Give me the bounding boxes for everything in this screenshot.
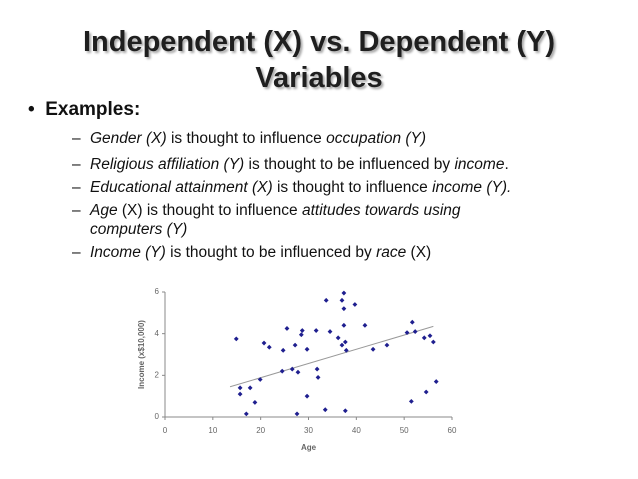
dash: – — [72, 156, 81, 173]
point — [342, 408, 348, 414]
text-segment: Religious affiliation (Y) — [90, 156, 245, 173]
point — [266, 344, 272, 350]
text-segment: is thought to be influenced by — [244, 156, 455, 173]
text-segment: income (Y). — [432, 179, 512, 196]
point — [313, 328, 319, 333]
point — [339, 297, 345, 303]
point — [304, 346, 310, 352]
point — [298, 332, 304, 338]
point — [412, 329, 418, 334]
dash: – — [72, 202, 81, 219]
trendline — [229, 325, 434, 388]
point — [247, 385, 253, 391]
point — [314, 366, 320, 372]
point — [284, 326, 290, 331]
point — [341, 306, 347, 312]
point — [384, 342, 390, 348]
x-tick-label: 30 — [304, 426, 313, 435]
y-tick-label: 6 — [155, 287, 160, 296]
sub-bullet-text: Gender (X) is thought to influence occup… — [90, 129, 535, 148]
dash: – — [72, 244, 81, 261]
point — [243, 411, 249, 417]
point — [322, 407, 328, 413]
point — [404, 330, 410, 336]
point — [427, 333, 433, 339]
text-segment: income — [454, 156, 505, 173]
point — [323, 297, 329, 303]
x-tick-label: 40 — [352, 426, 361, 435]
point — [257, 377, 263, 382]
text-segment: Age — [90, 202, 118, 219]
point — [335, 335, 341, 341]
y-tick-label: 2 — [155, 370, 160, 379]
x-axis-label: Age — [301, 443, 317, 452]
bullet-text: Examples: — [45, 99, 141, 120]
point — [292, 342, 298, 348]
point — [433, 379, 439, 384]
x-tick-label: 20 — [256, 426, 265, 435]
text-segment: Income (Y) — [90, 244, 166, 261]
point — [327, 329, 333, 334]
x-tick-label: 60 — [448, 426, 457, 435]
slide-title: Independent (X) vs. Dependent (Y) — [82, 26, 556, 58]
y-tick-label: 0 — [155, 412, 160, 421]
text-segment: race — [376, 244, 407, 261]
text-segment: is thought to influence — [272, 179, 433, 196]
point — [252, 400, 258, 405]
point — [341, 290, 347, 296]
point — [370, 346, 376, 352]
text-segment: is thought to influence — [166, 130, 327, 147]
sub-bullet-text: Age (X) is thought to influence attitude… — [90, 201, 535, 239]
x-tick-label: 10 — [208, 426, 217, 435]
text-segment: (X) is thought to influence — [117, 202, 302, 219]
point — [343, 347, 349, 353]
point — [339, 342, 345, 348]
point — [237, 385, 243, 391]
sub-bullet-text: Religious affiliation (Y) is thought to … — [90, 155, 535, 174]
point — [352, 302, 358, 307]
point — [280, 347, 286, 353]
text-segment: Educational attainment (X) — [90, 179, 273, 196]
dash: – — [72, 179, 81, 196]
sub-bullet-text: Income (Y) is thought to be influenced b… — [90, 243, 535, 262]
point — [261, 340, 267, 346]
point — [304, 393, 310, 399]
x-tick-label: 0 — [163, 426, 168, 435]
point — [430, 339, 436, 345]
point — [279, 368, 285, 374]
text-segment: . — [504, 156, 509, 173]
dash: – — [72, 130, 81, 147]
text-segment: is thought to be influenced by — [165, 244, 377, 261]
slide-title: Variables — [255, 62, 383, 94]
text-segment: Gender (X) — [90, 130, 167, 147]
text-segment: attitudes towards using computers (Y) — [90, 202, 465, 238]
point — [409, 319, 415, 325]
point — [362, 322, 368, 328]
point — [315, 375, 321, 380]
text-segment: (X) — [406, 244, 432, 261]
point — [408, 398, 414, 404]
y-tick-label: 4 — [155, 329, 160, 338]
point — [423, 389, 429, 395]
point — [295, 369, 301, 375]
point — [341, 322, 347, 328]
y-axis-label: Income (x$10,000) — [137, 320, 146, 389]
point — [233, 336, 239, 342]
point — [299, 328, 305, 333]
sub-bullet-text: Educational attainment (X) is thought to… — [90, 178, 535, 197]
point — [289, 366, 295, 372]
point — [421, 335, 427, 341]
x-tick-label: 50 — [400, 426, 409, 435]
bullet: • Examples: — [28, 99, 141, 120]
point — [294, 411, 300, 417]
text-segment: occupation (Y) — [326, 130, 427, 147]
point — [342, 339, 348, 345]
point — [237, 391, 243, 397]
